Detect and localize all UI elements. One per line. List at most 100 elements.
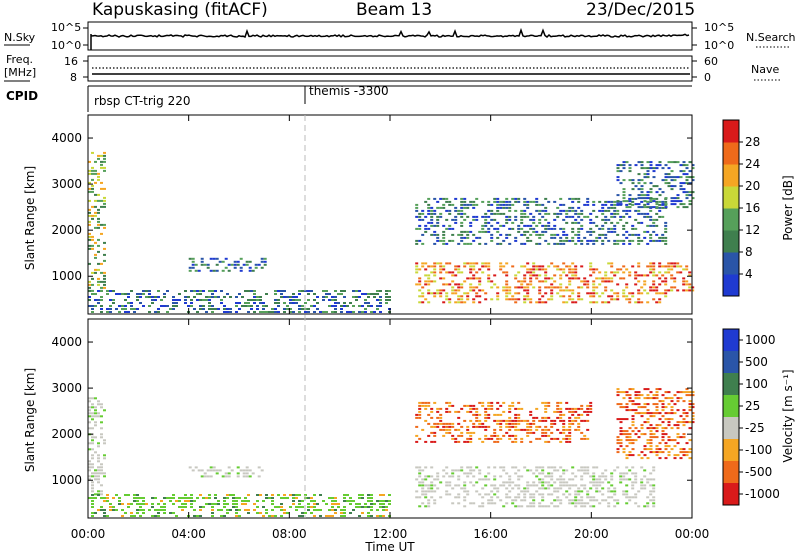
data-cell xyxy=(97,250,100,253)
data-cell xyxy=(541,484,545,487)
data-cell xyxy=(445,431,449,434)
data-cell xyxy=(115,494,118,496)
data-cell xyxy=(505,481,509,484)
data-cell xyxy=(94,268,97,271)
data-cell xyxy=(628,292,632,295)
data-cell xyxy=(197,469,201,472)
data-cell xyxy=(634,233,638,236)
data-cell xyxy=(532,481,536,484)
data-cell xyxy=(448,271,452,274)
data-cell xyxy=(457,416,461,419)
data-cell xyxy=(463,499,467,502)
data-cell xyxy=(112,497,115,499)
data-cell xyxy=(649,424,653,427)
data-cell xyxy=(511,221,515,224)
data-cell xyxy=(670,277,674,280)
data-cell xyxy=(535,428,539,431)
data-cell xyxy=(583,505,587,508)
data-cell xyxy=(655,427,659,430)
data-cell xyxy=(97,481,100,484)
data-cell xyxy=(625,283,629,286)
data-cell xyxy=(142,497,145,499)
data-cell xyxy=(664,391,668,394)
data-cell xyxy=(121,305,124,307)
data-cell xyxy=(490,212,494,215)
data-cell xyxy=(649,206,653,209)
data-cell xyxy=(358,290,361,292)
data-cell xyxy=(340,509,343,511)
data-cell xyxy=(601,475,605,478)
data-cell xyxy=(487,466,491,469)
data-cell xyxy=(655,430,659,433)
data-cell xyxy=(592,230,596,233)
data-cell xyxy=(121,293,124,295)
data-cell xyxy=(613,274,617,277)
data-cell xyxy=(682,280,686,283)
data-cell xyxy=(352,290,355,292)
data-cell xyxy=(445,209,449,212)
data-cell xyxy=(328,509,331,511)
colorbar-swatch xyxy=(723,208,739,231)
data-cell xyxy=(616,418,620,421)
data-cell xyxy=(235,512,238,514)
colorbar-swatch xyxy=(723,461,739,484)
data-cell xyxy=(541,215,545,218)
data-cell xyxy=(418,277,422,280)
data-cell xyxy=(526,289,530,292)
data-cell xyxy=(319,494,322,496)
data-cell xyxy=(568,407,572,410)
data-cell xyxy=(559,277,563,280)
data-cell xyxy=(178,497,181,499)
data-cell xyxy=(307,308,310,310)
data-cell xyxy=(436,425,440,428)
data-cell xyxy=(493,200,497,203)
data-cell xyxy=(499,268,503,271)
data-cell xyxy=(445,490,449,493)
data-cell xyxy=(691,421,695,424)
data-cell xyxy=(532,262,536,265)
data-cell xyxy=(361,311,364,313)
data-cell xyxy=(448,410,452,413)
data-cell xyxy=(640,161,644,164)
cpid-label: CPID xyxy=(6,89,38,103)
data-cell xyxy=(103,259,106,262)
data-cell xyxy=(484,215,488,218)
data-cell xyxy=(475,286,479,289)
data-cell xyxy=(91,187,94,190)
data-cell xyxy=(664,442,668,445)
data-cell xyxy=(256,308,259,310)
data-cell xyxy=(235,296,238,298)
data-cell xyxy=(619,478,623,481)
data-cell xyxy=(421,301,425,304)
data-cell xyxy=(451,502,455,505)
data-cell xyxy=(454,428,458,431)
data-cell xyxy=(91,472,94,475)
data-cell xyxy=(505,280,509,283)
data-cell xyxy=(652,170,656,173)
data-cell xyxy=(646,242,650,245)
station-title: Kapuskasing (fitACF) xyxy=(92,0,268,20)
data-cell xyxy=(478,472,482,475)
data-cell xyxy=(475,271,479,274)
data-cell xyxy=(664,418,668,421)
data-cell xyxy=(220,509,223,511)
data-cell xyxy=(577,215,581,218)
data-cell xyxy=(649,442,653,445)
data-cell xyxy=(475,218,479,221)
data-cell xyxy=(430,292,434,295)
data-cell xyxy=(634,197,638,200)
data-cell xyxy=(355,296,358,298)
data-cell xyxy=(229,311,232,313)
data-cell xyxy=(664,295,668,298)
data-cell xyxy=(628,239,632,242)
data-cell xyxy=(358,305,361,307)
data-cell xyxy=(592,283,596,286)
data-cell xyxy=(652,265,656,268)
data-cell xyxy=(346,494,349,496)
data-cell xyxy=(250,305,253,307)
data-cell xyxy=(640,292,644,295)
data-cell xyxy=(610,277,614,280)
data-cell xyxy=(667,412,671,415)
data-cell xyxy=(415,227,419,230)
